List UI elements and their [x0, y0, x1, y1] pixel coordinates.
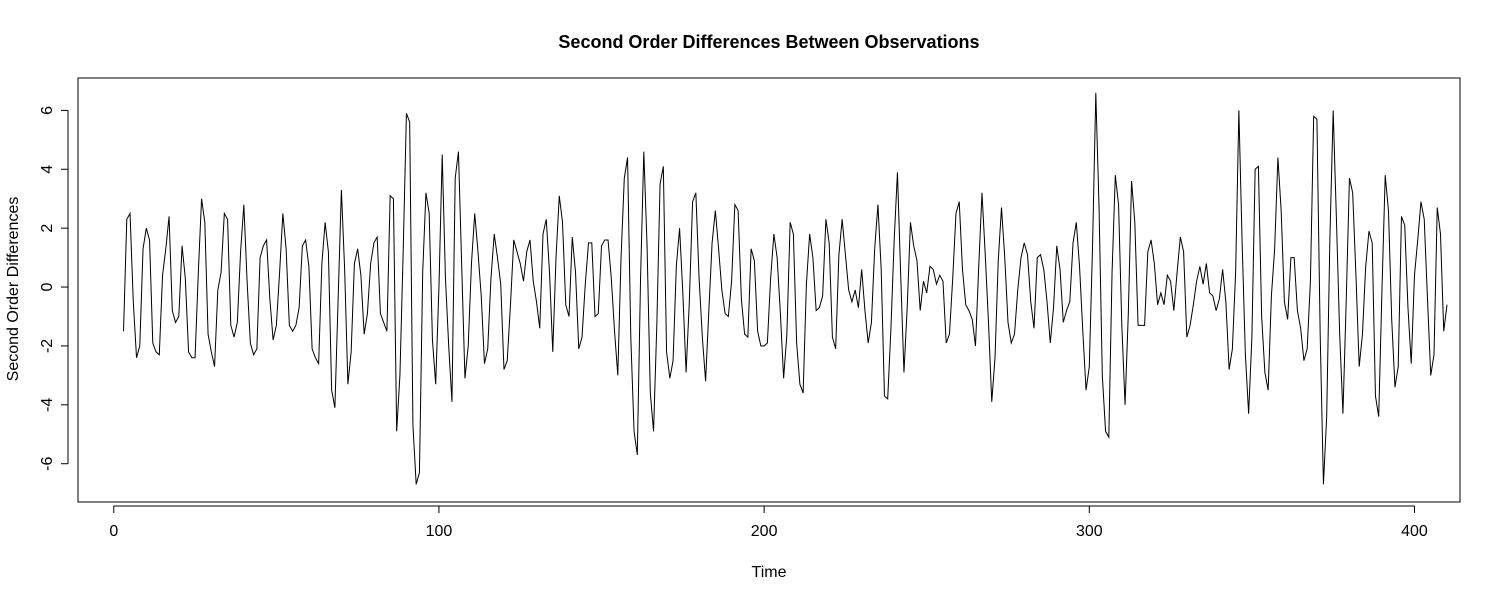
plot-area — [77, 77, 1461, 503]
x-tick-label: 200 — [751, 523, 778, 540]
plot-frame — [77, 77, 1461, 503]
y-tick-label: 2 — [39, 224, 56, 233]
y-axis-label: Second Order Differences — [5, 197, 22, 382]
x-tick-label: 300 — [1076, 523, 1103, 540]
x-tick-label: 400 — [1401, 523, 1428, 540]
chart-title: Second Order Differences Between Observa… — [558, 32, 979, 52]
x-tick-label: 0 — [109, 523, 118, 540]
y-axis: -6 -4 -2 0 2 4 6 — [39, 106, 69, 471]
y-tick-label: 6 — [39, 106, 56, 115]
y-tick-label: -6 — [39, 457, 56, 471]
series-line — [123, 92, 1448, 485]
y-tick-label: -2 — [39, 339, 56, 353]
x-axis: 0 100 200 300 400 — [109, 505, 1428, 540]
y-tick-label: 0 — [39, 283, 56, 292]
y-tick-label: -4 — [39, 398, 56, 412]
x-axis-label: Time — [752, 564, 787, 581]
y-tick-label: 4 — [39, 165, 56, 174]
x-tick-label: 100 — [426, 523, 453, 540]
